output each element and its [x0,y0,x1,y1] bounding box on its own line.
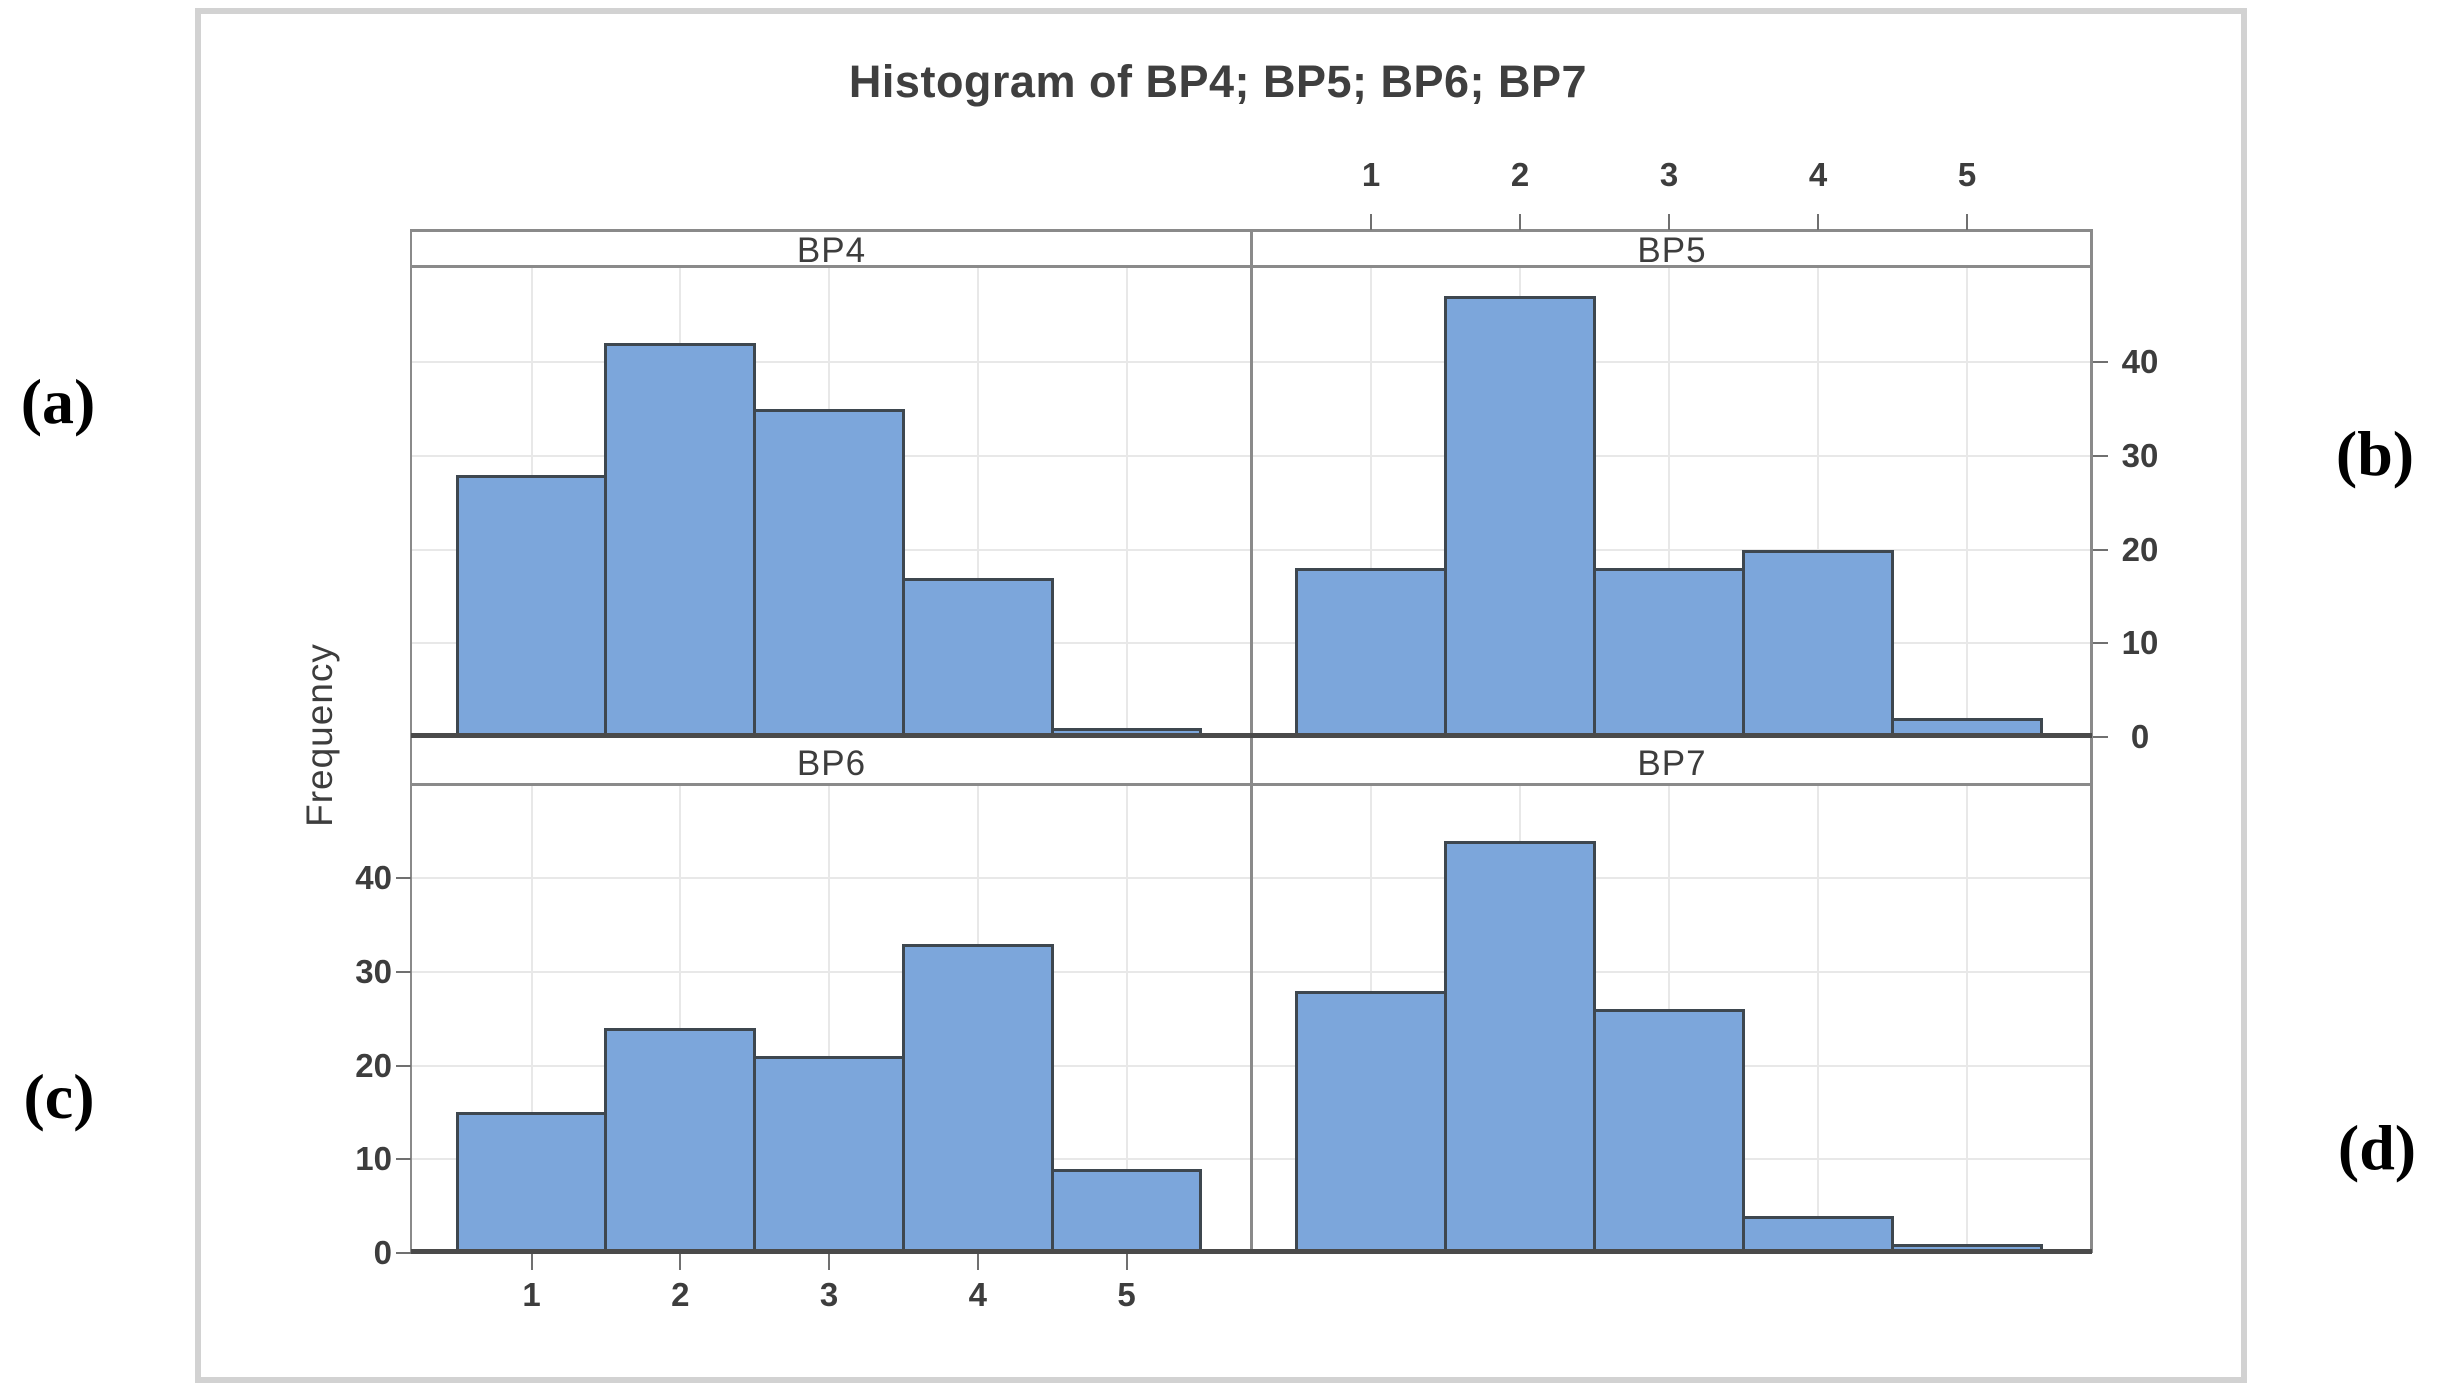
x-tick-top [1817,214,1819,230]
y-tick-label-right: 10 [2121,624,2159,662]
y-tick-label-right: 40 [2121,343,2159,380]
panel-border-right [2090,229,2093,1253]
gridline-v-BP5 [1370,268,1372,737]
x-tick-label-top: 1 [1361,156,1381,193]
baseline-row1 [411,733,2092,738]
y-tick-left [396,877,411,879]
figure-label-b: (b) [2335,418,2415,489]
bar-BP6-3 [753,1056,905,1253]
y-tick-right [2093,548,2108,551]
gridline-h-BP5 [1252,361,2092,363]
x-tick-top [1519,214,1521,230]
x-tick-bottom [530,1254,533,1270]
bar-BP4-2 [604,343,757,737]
gridline-v-BP6 [828,786,830,1253]
gridline-v-BP6 [1125,786,1128,1253]
y-tick-label-left: 0 [373,1234,392,1271]
y-tick-right [2093,642,2108,645]
x-tick-bottom [1125,1254,1128,1270]
bar-BP6-5 [1050,1168,1203,1253]
figure-label-d: (d) [2337,1112,2417,1183]
panel-header-BP6: BP6 [796,743,867,783]
y-tick-left [396,1252,411,1254]
x-tick-label-bottom: 5 [1117,1276,1136,1313]
gridline-v-BP6 [530,786,533,1253]
x-tick-label-top: 4 [1808,156,1828,193]
top-axis-line [411,229,2092,232]
gridline-v-BP4 [976,268,979,737]
gridline-v-BP5 [1966,268,1968,737]
bar-BP6-4 [901,943,1054,1253]
x-tick-label-bottom: 2 [671,1276,690,1313]
y-tick-left [396,1158,411,1161]
y-tick-right [2093,361,2108,363]
gridline-v-BP7 [1817,786,1819,1253]
x-tick-label-bottom: 4 [968,1276,987,1313]
bar-BP7-4 [1742,1215,1894,1253]
bar-BP5-1 [1295,568,1447,737]
bar-BP5-3 [1593,568,1745,737]
y-tick-left [396,1064,411,1067]
y-tick-label-left: 30 [355,952,392,990]
figure-label-c: (c) [23,1061,95,1132]
y-tick-label-left: 20 [355,1046,392,1084]
bar-BP7-1 [1295,990,1447,1253]
bar-BP4-4 [901,577,1054,737]
panel-border-left [410,229,412,1253]
x-tick-label-bottom: 1 [522,1276,541,1313]
x-tick-bottom [976,1254,979,1270]
panel-header-BP4: BP4 [796,231,867,270]
header-row2-bottom-line [411,783,2092,786]
x-tick-bottom [679,1254,682,1270]
y-tick-label-left: 40 [355,859,392,896]
chart-title: Histogram of BP4; BP5; BP6; BP7 [848,56,1588,107]
x-tick-top [1966,214,1968,230]
x-tick-label-top: 2 [1510,156,1530,193]
gridline-h-BP5 [1252,454,2092,457]
gridline-v-BP5 [1668,268,1670,737]
x-tick-label-bottom: 3 [819,1276,839,1313]
gridline-h-BP4 [411,361,1252,363]
x-tick-top [1668,214,1670,230]
bar-BP7-2 [1444,840,1596,1253]
panel-header-BP5: BP5 [1637,231,1707,270]
gridline-v-BP5 [1817,268,1819,737]
figure-label-a: (a) [20,366,96,437]
bar-BP4-1 [455,474,608,737]
bar-BP6-1 [455,1112,608,1253]
y-tick-right [2093,454,2108,457]
header-row1-bottom-line [411,265,2092,268]
y-tick-right [2093,736,2108,738]
gridline-v-BP6 [679,786,682,1253]
bar-BP5-4 [1742,549,1894,737]
y-tick-label-left: 10 [355,1140,392,1178]
y-tick-label-right: 30 [2121,436,2159,474]
baseline-row2 [411,1249,2092,1254]
bar-BP4-3 [753,408,905,737]
gridline-v-BP7 [1966,786,1968,1253]
gridline-h-BP7 [1252,877,2092,879]
x-tick-top [1370,214,1372,230]
gridline-h-BP5 [1252,548,2092,551]
x-tick-bottom [828,1254,830,1270]
y-tick-label-right: 20 [2121,530,2159,568]
gridline-h-BP7 [1252,970,2092,973]
panel-divider-vertical [1250,229,1253,1253]
gridline-h-BP6 [411,970,1252,973]
panel-header-BP7: BP7 [1637,743,1707,783]
gridline-v-BP4 [1125,268,1128,737]
x-tick-label-top: 3 [1659,156,1679,193]
x-tick-label-top: 5 [1957,156,1977,193]
gridline-h-BP6 [411,877,1252,879]
y-tick-label-right: 0 [2130,718,2150,755]
bar-BP5-2 [1444,296,1596,737]
bar-BP6-2 [604,1028,757,1253]
y-tick-left [396,970,411,973]
bar-BP7-3 [1593,1009,1745,1253]
